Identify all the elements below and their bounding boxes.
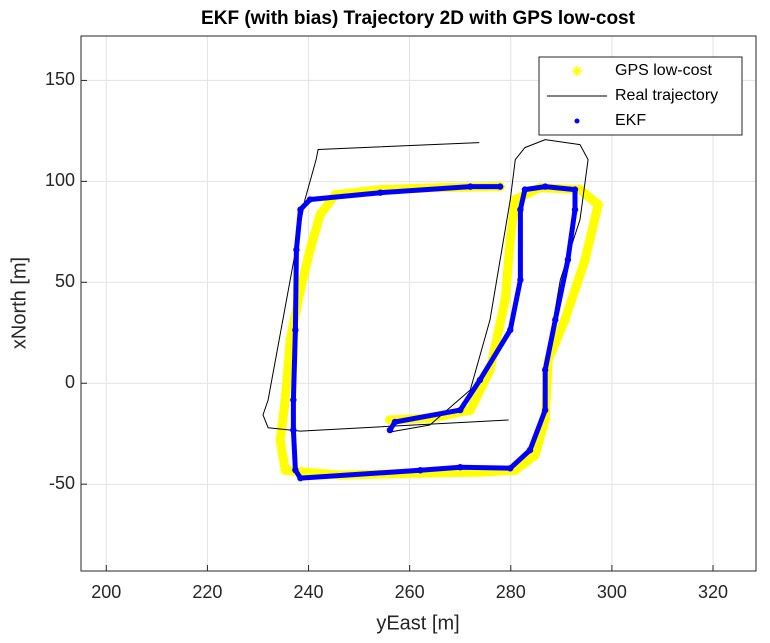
x-tick-label: 220 [192, 582, 222, 602]
x-tick-label: 260 [395, 582, 425, 602]
series-line [262, 139, 589, 433]
x-tick-label: 200 [91, 582, 121, 602]
ekf-marker [377, 189, 384, 196]
ekf-marker [467, 183, 474, 190]
x-tick-label: 240 [294, 582, 324, 602]
plot-marks [262, 139, 604, 482]
y-tick-label: 100 [45, 170, 75, 190]
gps-marker [305, 244, 316, 255]
ekf-marker [292, 326, 299, 334]
ekf-marker [521, 186, 529, 193]
y-tick-label: 0 [65, 372, 75, 392]
y-tick-label: -50 [49, 473, 75, 493]
gps-marker [510, 465, 521, 476]
ekf-marker [571, 206, 579, 213]
ekf-marker [541, 406, 549, 414]
axes-box [80, 35, 757, 572]
x-axis-label: yEast [m] [376, 612, 459, 634]
ekf-marker [293, 246, 300, 253]
ekf-marker [571, 186, 579, 193]
chart-title: EKF (with bias) Trajectory 2D with GPS l… [201, 8, 636, 29]
ekf-marker [306, 196, 314, 203]
gps-marker [280, 395, 291, 406]
ekf-marker [386, 426, 394, 434]
gps-marker [530, 450, 541, 461]
legend-label: GPS low-cost [615, 62, 712, 79]
ekf-marker [457, 464, 464, 471]
legend-label: EKF [615, 112, 646, 129]
gps-marker [285, 334, 296, 345]
gps-marker [474, 467, 485, 478]
x-tick-label: 300 [597, 582, 627, 602]
legend: GPS low-cost Real trajectory EKF [538, 56, 743, 136]
ekf-marker [417, 467, 424, 474]
gps-marker [295, 284, 306, 295]
gps-marker [315, 209, 326, 220]
ekf-marker [290, 396, 297, 404]
ekf-marker [391, 418, 399, 426]
gps-marker [275, 435, 286, 446]
gps-marker [280, 465, 291, 476]
ekf-marker [526, 446, 534, 454]
gps-marker [485, 364, 496, 375]
ekf-marker [496, 183, 504, 190]
gps-marker [559, 314, 570, 325]
legend-swatch [574, 118, 580, 124]
gps-marker [505, 234, 516, 245]
y-tick-label: 50 [55, 271, 75, 291]
gps-marker [500, 294, 511, 305]
ekf-marker [541, 366, 549, 374]
gps-marker [510, 194, 521, 205]
ekf-marker [476, 376, 484, 384]
ekf-marker [552, 316, 559, 324]
ekf-marker [507, 326, 514, 334]
series-line [290, 184, 578, 481]
x-tick-label: 280 [496, 582, 526, 602]
x-tick-label: 320 [698, 582, 728, 602]
ekf-marker [541, 183, 549, 190]
gps-marker [384, 414, 395, 425]
legend-swatch [572, 66, 582, 76]
gps-marker [575, 184, 586, 195]
ekf-marker [517, 206, 524, 213]
y-axis-label: xNorth [m] [8, 257, 30, 349]
gps-marker [593, 199, 604, 210]
gps-marker [465, 405, 476, 416]
ekf-marker [457, 406, 464, 414]
ekf-marker [507, 465, 514, 472]
gps-marker [540, 414, 551, 425]
legend-label: Real trajectory [615, 87, 718, 104]
ekf-marker [292, 466, 299, 474]
ekf-marker [297, 474, 304, 482]
ekf-marker [290, 426, 297, 434]
ekf-marker [564, 256, 572, 263]
ticks: 200 220 240 260 280 300 320 -50 0 50 100 150 [45, 69, 728, 602]
ekf-marker [297, 206, 304, 213]
ekf-marker [517, 276, 524, 284]
gps-marker [580, 254, 591, 265]
series-line [275, 182, 603, 480]
y-tick-label: 150 [45, 69, 75, 89]
